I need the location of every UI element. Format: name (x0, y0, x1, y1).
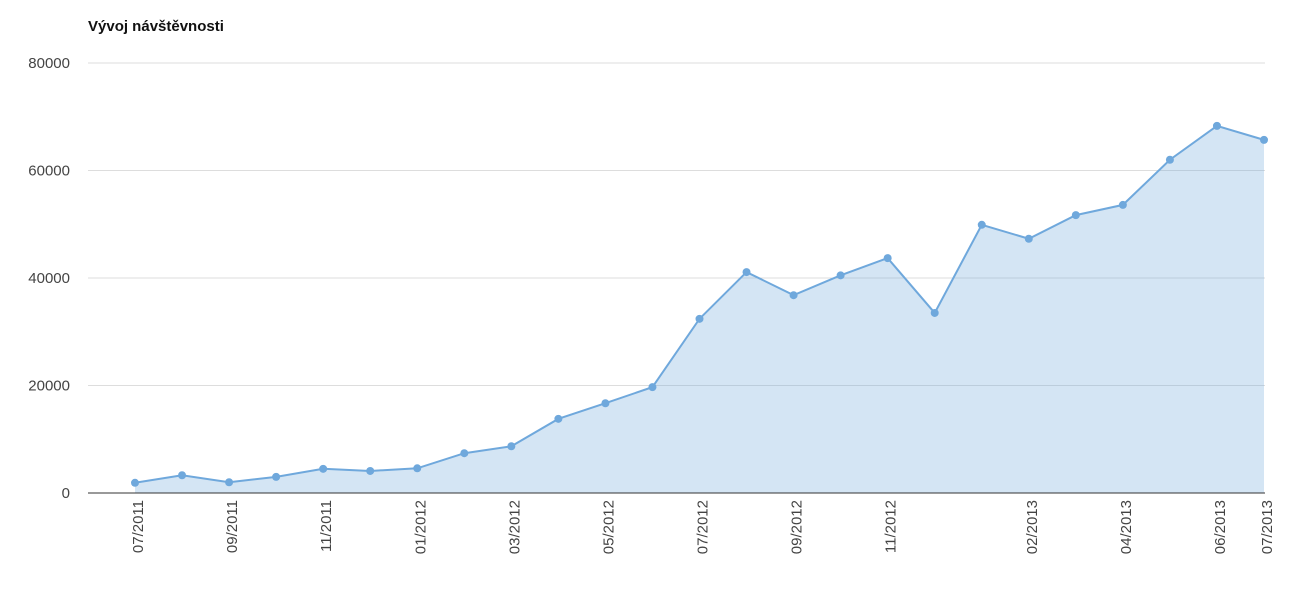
x-tick-label: 09/2012 (789, 500, 806, 554)
point (366, 466, 375, 475)
y-tick-label: 60000 (28, 163, 70, 180)
x-tick-label: 11/2011 (318, 500, 335, 552)
area (135, 125, 1264, 493)
x-tick-label: 07/2012 (695, 500, 712, 554)
point (883, 254, 892, 263)
x-tick-label: 09/2011 (224, 500, 241, 553)
point (1212, 121, 1221, 130)
x-tick-label: 01/2012 (412, 500, 429, 554)
x-tick-label: 06/2013 (1212, 500, 1229, 554)
chart-title: Vývoj návštěvnosti (88, 18, 224, 35)
x-tick-label: 07/2011 (130, 500, 147, 553)
point (272, 472, 281, 481)
y-tick-label: 40000 (28, 270, 70, 287)
x-tick-label: 11/2012 (883, 500, 900, 553)
point (601, 399, 610, 408)
y-tick-label: 20000 (28, 378, 70, 395)
point (460, 449, 469, 458)
y-tick-label: 80000 (28, 55, 70, 72)
x-tick-label: 07/2013 (1259, 500, 1276, 554)
y-tick-label: 0 (62, 485, 70, 502)
x-tick-label: 02/2013 (1024, 500, 1041, 554)
point (1024, 234, 1033, 243)
point (1071, 211, 1080, 220)
point (178, 471, 187, 480)
point (554, 414, 563, 423)
point (225, 478, 234, 487)
point (789, 291, 798, 300)
point (1118, 200, 1127, 209)
point (1260, 135, 1268, 144)
point (930, 308, 939, 317)
point (977, 220, 986, 229)
point (131, 478, 139, 487)
x-tick-label: 05/2012 (600, 500, 617, 554)
point (836, 271, 845, 280)
x-tick-label: 03/2012 (506, 500, 523, 554)
point (695, 314, 704, 323)
x-tick-label: 04/2013 (1118, 500, 1135, 554)
point (507, 442, 516, 451)
point (319, 464, 328, 473)
point (1165, 155, 1174, 164)
point (413, 464, 422, 473)
point (648, 383, 657, 392)
point (742, 268, 751, 277)
